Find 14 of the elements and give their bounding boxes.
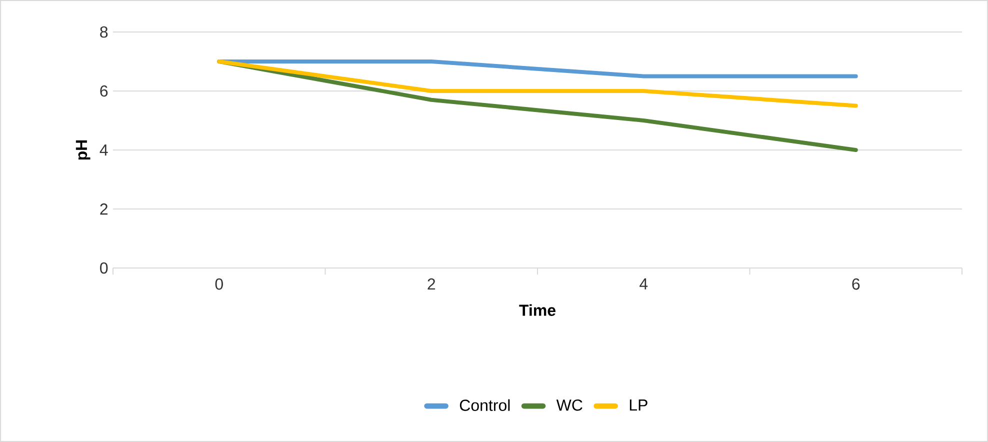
- legend-label: WC: [556, 399, 582, 411]
- legend-label: LP: [630, 400, 648, 411]
- y-tick-label: 8: [100, 26, 108, 38]
- legend-label: Control: [460, 399, 510, 411]
- y-tick-label: 0: [100, 262, 108, 274]
- y-tick-label: 6: [100, 85, 108, 97]
- x-tick-label: 6: [852, 278, 860, 290]
- x-tick-label: 0: [215, 278, 223, 290]
- x-tick-label: 4: [640, 278, 648, 290]
- x-axis-title: Time: [519, 304, 556, 316]
- y-tick-label: 2: [100, 203, 108, 215]
- x-tick-label: 2: [428, 278, 436, 290]
- y-axis-title: pH: [76, 140, 90, 160]
- y-tick-label: 4: [100, 144, 108, 156]
